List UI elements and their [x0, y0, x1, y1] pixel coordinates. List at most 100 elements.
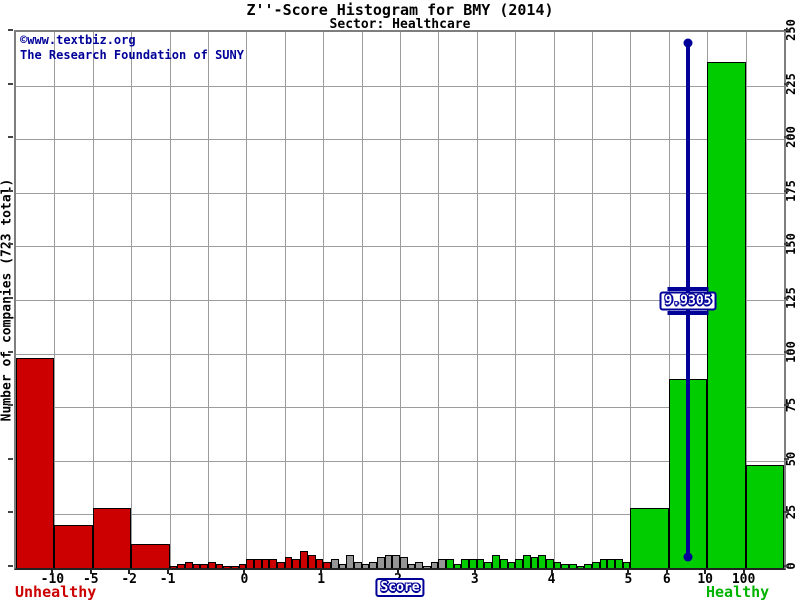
histogram-bar: [54, 525, 93, 568]
y-tick-mark: [8, 511, 13, 514]
x-tick-mark: [89, 570, 92, 574]
x-tick-mark: [320, 570, 323, 574]
score-marker-top-dot: [683, 38, 693, 48]
histogram-bar: [622, 561, 631, 568]
histogram-bar: [515, 559, 523, 568]
score-marker-crossbar: [667, 310, 709, 315]
histogram-bar: [346, 555, 354, 568]
score-marker-value: 9.9305: [659, 291, 717, 311]
y-tick-mark: [8, 189, 13, 192]
x-gridline: [476, 32, 478, 568]
x-tick-mark: [665, 570, 668, 574]
histogram-bar: [92, 507, 132, 568]
histogram-bar: [215, 563, 224, 568]
y-tick-mark: [784, 243, 789, 246]
histogram-bar: [184, 561, 193, 568]
histogram-bar: [277, 561, 285, 568]
histogram-bar: [292, 559, 301, 568]
histogram-bar: [269, 559, 278, 568]
histogram-bar: [584, 563, 592, 568]
x-tick-label: 4: [547, 572, 556, 587]
histogram-bar: [353, 561, 362, 568]
histogram-bar: [453, 563, 462, 568]
x-gridline: [630, 32, 632, 568]
chart-subtitle: Sector: Healthcare: [329, 17, 471, 32]
score-marker-crossbar: [667, 287, 709, 292]
watermark-line1: ©www.textbiz.org: [20, 33, 136, 47]
histogram-bar: [392, 555, 400, 568]
x-tick-mark: [550, 570, 553, 574]
chart-title: Z''-Score Histogram for BMY (2014): [246, 1, 554, 19]
y-tick-mark: [784, 29, 789, 31]
x-tick-label: 100: [731, 572, 756, 587]
histogram-bar: [615, 559, 623, 568]
x-tick-label: 10: [697, 572, 714, 587]
x-tick-mark: [128, 570, 131, 574]
y-tick-mark: [8, 457, 13, 460]
y-tick-mark: [784, 404, 789, 407]
histogram-bar: [300, 550, 308, 568]
histogram-bar: [630, 507, 669, 568]
zone-label-healthy: Healthy: [706, 583, 770, 600]
histogram-bar: [361, 563, 370, 568]
histogram-bar: [545, 559, 554, 568]
histogram-bar: [461, 559, 470, 568]
x-gridline: [54, 32, 56, 568]
x-tick-mark: [51, 570, 54, 574]
x-tick-mark: [473, 570, 476, 574]
histogram-bar: [177, 563, 185, 568]
x-gridline: [323, 32, 325, 568]
histogram-bar: [323, 561, 331, 568]
histogram-bar: [192, 563, 201, 568]
histogram-bar: [492, 555, 500, 568]
y-tick-mark: [784, 457, 789, 460]
x-gridline: [169, 32, 171, 568]
x-gridline: [208, 32, 209, 568]
x-axis-label: Score: [375, 578, 425, 597]
y-tick-mark: [784, 565, 789, 567]
y-tick-mark: [8, 565, 13, 567]
x-gridline: [438, 32, 440, 568]
watermark-line2: The Research Foundation of SUNY: [20, 48, 244, 62]
x-tick-mark: [243, 570, 246, 574]
y-tick-mark: [784, 297, 789, 299]
x-gridline: [131, 32, 133, 568]
y-tick-mark: [784, 350, 789, 353]
histogram-bar: [499, 559, 508, 568]
histogram-bar: [592, 561, 600, 568]
histogram-bar: [400, 557, 408, 568]
y-axis-label: Number of companies (723 total): [0, 178, 15, 422]
y-tick-mark: [8, 404, 13, 407]
y-tick-mark: [8, 350, 13, 353]
x-gridline: [592, 32, 593, 568]
y-tick-mark: [784, 82, 789, 85]
histogram-bar: [438, 559, 447, 568]
x-tick-label: -1: [159, 572, 176, 587]
y-tick-mark: [8, 297, 13, 299]
x-tick-mark: [704, 570, 707, 574]
x-gridline: [246, 32, 248, 568]
zone-label-unhealthy: Unhealthy: [15, 583, 97, 600]
x-tick-label: 3: [470, 572, 479, 587]
score-marker-bottom-dot: [683, 552, 693, 562]
histogram-bar: [223, 565, 232, 568]
x-tick-label: 1: [317, 572, 326, 587]
histogram-bar: [315, 559, 324, 568]
histogram-bar: [200, 563, 208, 568]
histogram-bar: [446, 559, 454, 568]
histogram-bar: [430, 561, 439, 568]
histogram-bar: [376, 557, 385, 568]
x-tick-label: 0: [240, 572, 249, 587]
histogram-bar: [553, 561, 562, 568]
x-tick-label: -10: [40, 572, 65, 587]
histogram-bar: [476, 559, 485, 568]
x-tick-mark: [627, 570, 630, 574]
x-tick-mark: [166, 570, 169, 574]
histogram-bar: [407, 563, 416, 568]
y-tick-mark: [8, 82, 13, 85]
y-tick-mark: [8, 243, 13, 246]
histogram-bar: [284, 557, 293, 568]
x-gridline: [361, 32, 363, 568]
histogram-bar: [522, 555, 531, 568]
x-tick-mark: [397, 570, 399, 574]
